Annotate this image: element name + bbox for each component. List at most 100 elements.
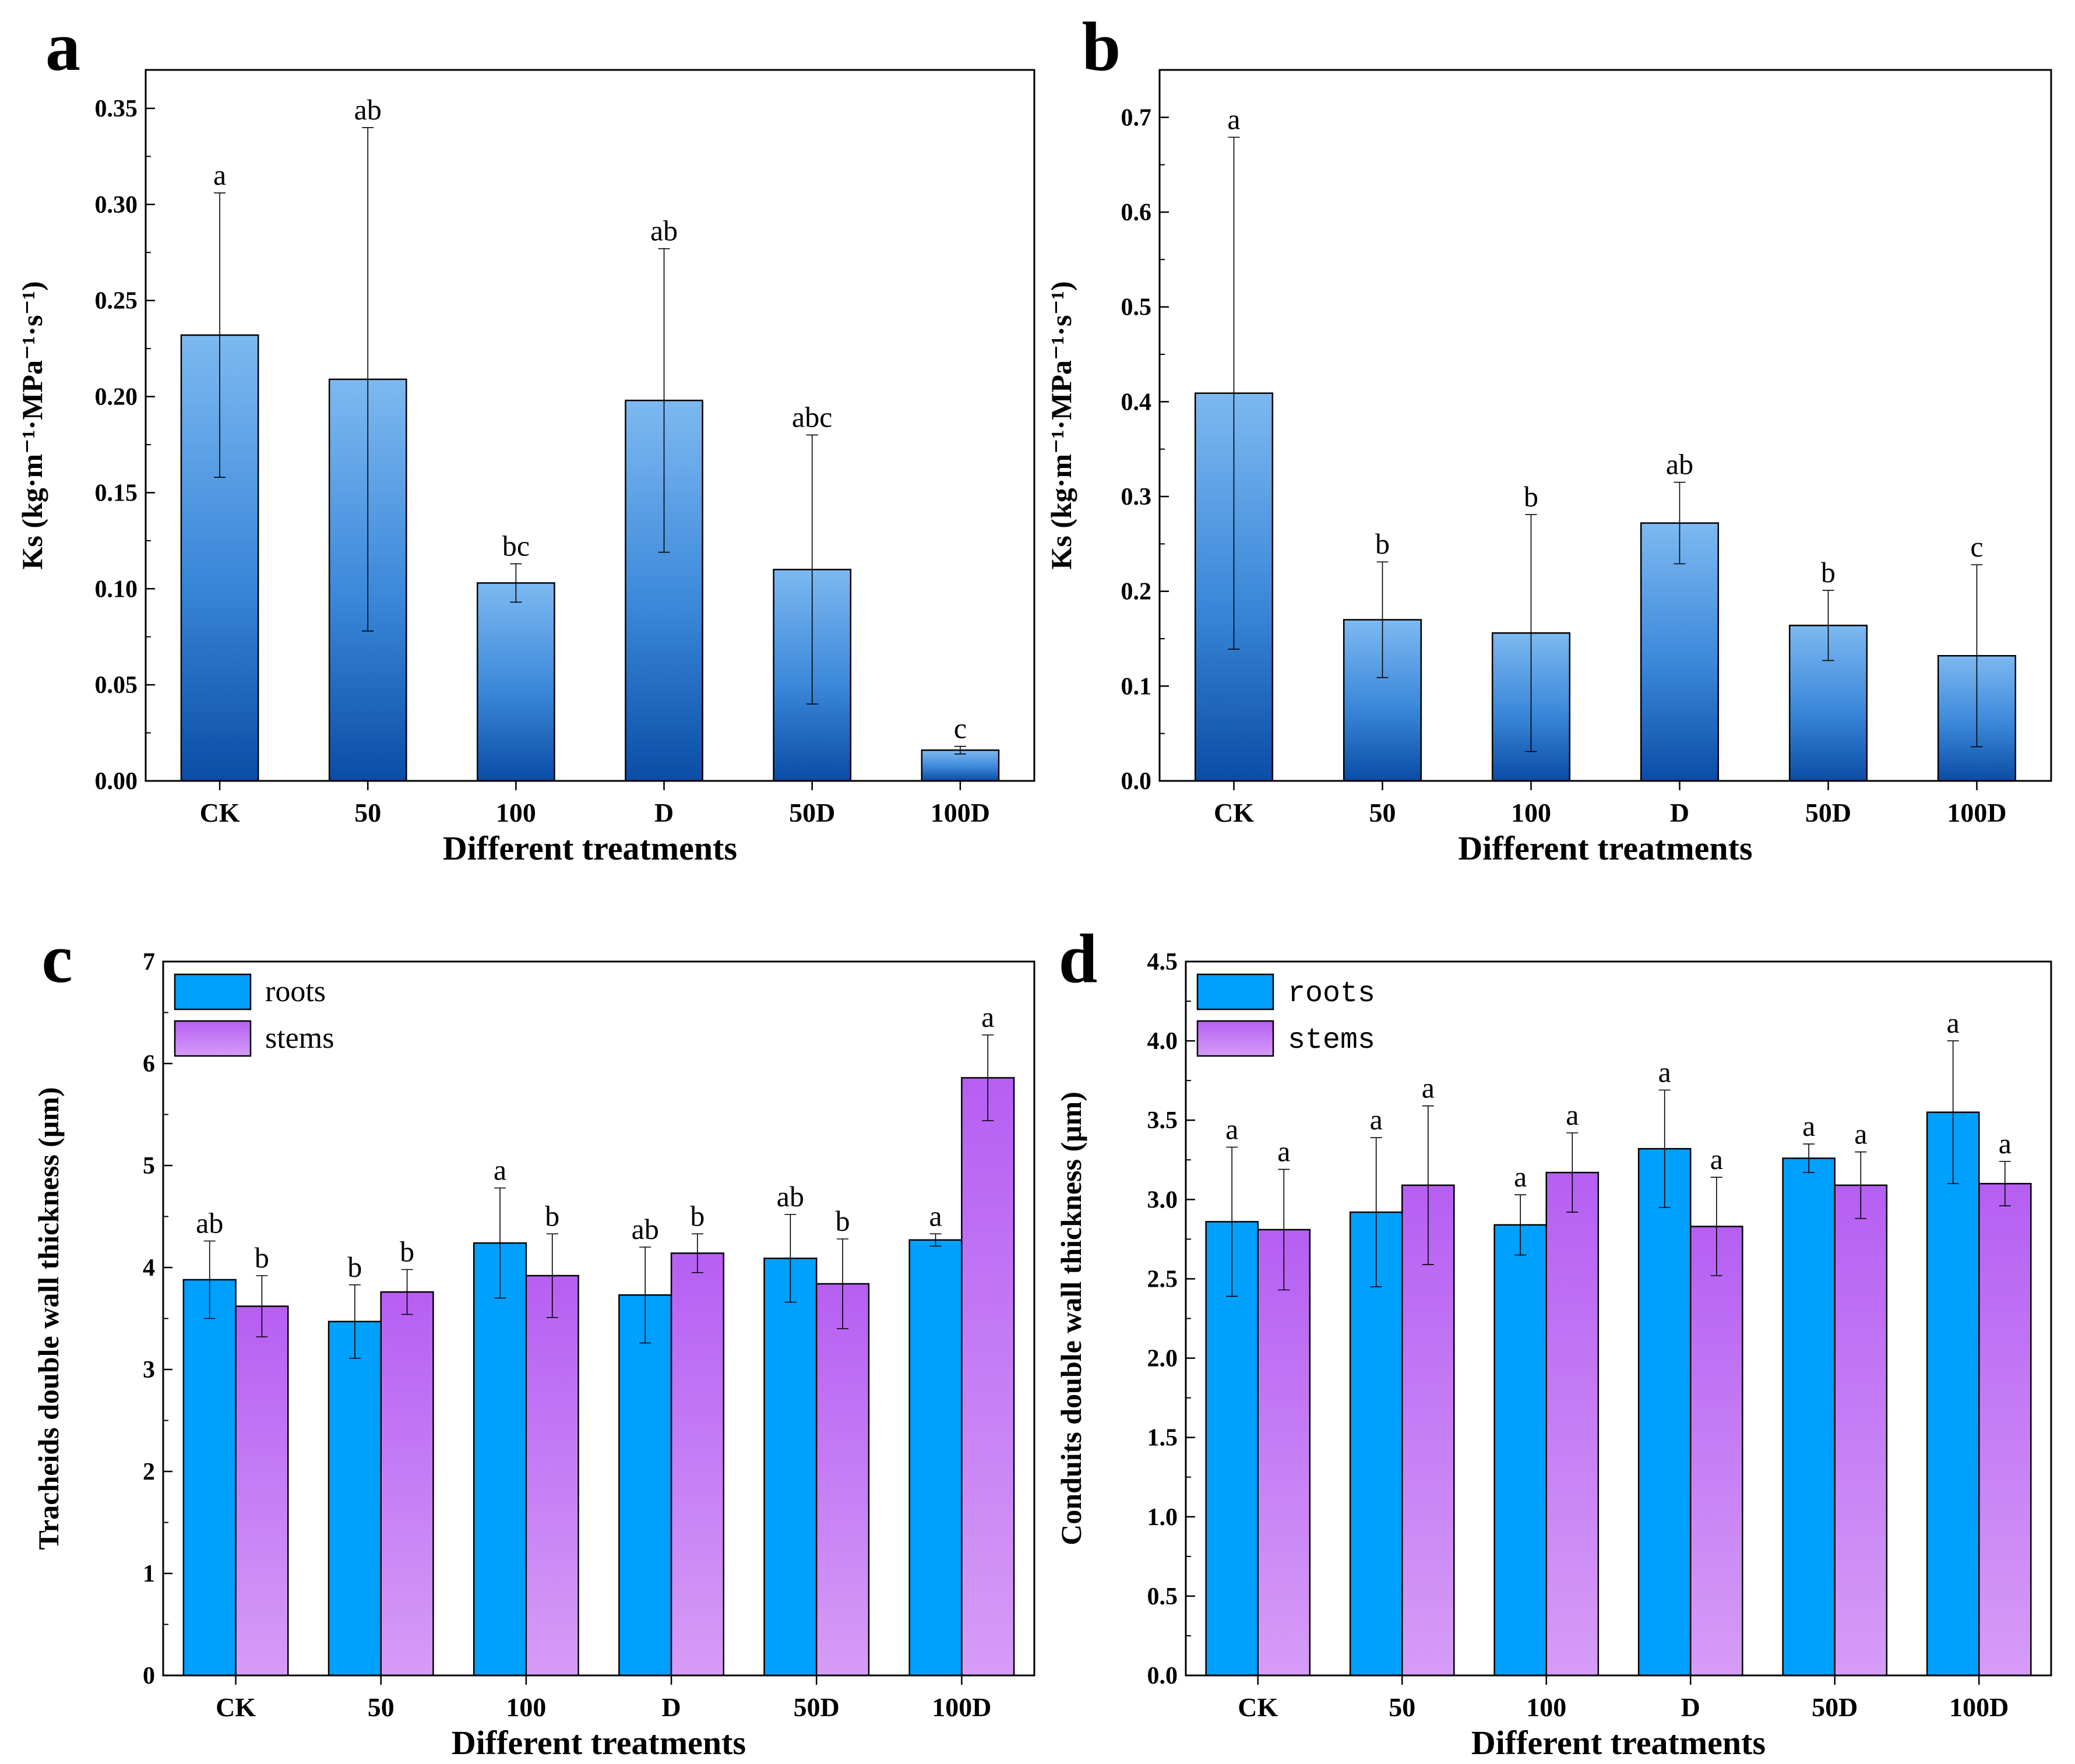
x-tick-label: 50D [794, 1692, 840, 1722]
significance-label: b [836, 1205, 850, 1237]
plot-frame [1158, 69, 2052, 782]
x-tick-label: 50 [1389, 1692, 1415, 1722]
bar [525, 1274, 579, 1677]
significance-label: ab [650, 214, 678, 247]
bar [1401, 1184, 1455, 1677]
x-tick-label: 100 [1526, 1692, 1566, 1722]
bar [235, 1305, 289, 1677]
bar [477, 582, 555, 782]
significance-label: a [1277, 1135, 1290, 1168]
panel-letter: d [1059, 920, 1098, 997]
panel-letter: c [41, 920, 72, 997]
legend-label-stems: stems [1288, 1024, 1375, 1057]
x-tick-label: 50 [354, 798, 381, 828]
y-tick-label: 2 [143, 1459, 155, 1485]
significance-label: b [347, 1251, 362, 1283]
significance-label: a [494, 1154, 506, 1186]
x-axis-title: Different treatments [1471, 1724, 1766, 1762]
bar [1545, 1171, 1600, 1677]
y-tick-label: 0.25 [95, 288, 138, 315]
significance-label: a [1514, 1160, 1527, 1193]
bar [908, 1239, 963, 1677]
x-tick-label: 50D [789, 798, 835, 828]
x-tick-label: 100D [1949, 1692, 2009, 1722]
significance-label: a [1854, 1118, 1867, 1150]
significance-label: a [1658, 1056, 1671, 1089]
bar [1637, 1147, 1692, 1677]
x-tick-label: 50 [1369, 798, 1396, 828]
y-tick-label: 3.0 [1147, 1186, 1178, 1213]
significance-label: a [1802, 1110, 1815, 1142]
y-tick-label: 0.7 [1121, 104, 1152, 131]
x-tick-label: CK [216, 1692, 256, 1722]
x-tick-label: 100 [1511, 798, 1551, 828]
bar [618, 1294, 672, 1677]
y-tick-label: 0.6 [1121, 199, 1152, 226]
y-tick-label: 4 [143, 1255, 155, 1281]
y-tick-label: 0.35 [95, 96, 138, 122]
bar [1926, 1111, 1980, 1677]
y-tick-label: 3 [143, 1357, 155, 1383]
y-tick-label: 0.20 [95, 384, 138, 411]
x-tick-label: 100 [506, 1692, 546, 1722]
x-axis-title: Different treatments [443, 829, 737, 867]
y-axis-title: Conduits double wall thickness (μm) [1055, 1092, 1087, 1545]
significance-label: bc [502, 529, 530, 562]
x-tick-label: 50D [1812, 1692, 1858, 1722]
y-axis-title: Ks (kg·m⁻¹·MPa⁻¹·s⁻¹) [16, 281, 48, 570]
significance-label: abc [792, 400, 832, 433]
significance-label: ab [632, 1213, 659, 1245]
significance-label: b [1375, 527, 1390, 560]
y-tick-label: 1.5 [1147, 1425, 1178, 1452]
bar [921, 749, 1000, 782]
significance-label: a [1947, 1006, 1960, 1039]
y-tick-label: 0.2 [1121, 579, 1152, 605]
significance-label: b [690, 1199, 704, 1232]
significance-label: b [400, 1235, 414, 1268]
bar [670, 1252, 725, 1677]
legend-swatch-roots [174, 973, 252, 1010]
legend-swatch-stems [174, 1020, 252, 1057]
significance-label: a [1710, 1143, 1723, 1175]
significance-label: a [1566, 1098, 1579, 1131]
x-tick-label: 50D [1805, 798, 1851, 828]
significance-label: ab [354, 93, 382, 126]
bar [180, 334, 259, 782]
significance-label: a [213, 159, 226, 191]
x-tick-label: 100D [932, 1692, 991, 1722]
y-tick-label: 4.0 [1147, 1028, 1178, 1055]
y-tick-label: 2.5 [1147, 1266, 1178, 1293]
significance-label: c [954, 712, 967, 745]
panel-b: b0.00.10.20.30.40.50.60.7CK 50 100 D 50D 100D… [1045, 8, 2052, 867]
significance-label: a [1225, 1113, 1238, 1146]
panel-letter: a [45, 8, 80, 85]
y-tick-label: 0.5 [1121, 294, 1152, 321]
y-tick-label: 0.4 [1121, 389, 1152, 416]
legend-swatch-stems [1196, 1020, 1274, 1057]
y-tick-label: 0.1 [1121, 673, 1152, 700]
x-tick-label: 100 [496, 798, 536, 828]
significance-label: b [1821, 556, 1836, 589]
significance-label: ab [1666, 448, 1693, 481]
x-tick-label: CK [1238, 1692, 1278, 1722]
y-tick-label: 5 [143, 1153, 155, 1179]
bar [816, 1283, 870, 1677]
bar [182, 1279, 237, 1677]
y-tick-label: 0.15 [95, 480, 138, 506]
y-tick-label: 1.0 [1147, 1504, 1178, 1531]
y-tick-label: 3.5 [1147, 1107, 1178, 1134]
panel-a: a 0.00 0.05 0.10 0.15 0.20 0.25 0.30 0.35 CK 50 100… [16, 8, 1035, 867]
y-tick-label: 2.0 [1147, 1346, 1178, 1372]
plot-frame [1185, 960, 2052, 1677]
bar [763, 1258, 818, 1677]
legend-label-roots: roots [1288, 977, 1375, 1010]
panel-d: d0.00.51.01.52.02.53.03.54.04.5CK 50 100 D 5… [1055, 920, 2052, 1762]
plot-frame [162, 960, 1035, 1677]
y-tick-label: 0.0 [1121, 768, 1152, 795]
bar [327, 1321, 382, 1677]
y-tick-label: 0.3 [1121, 484, 1152, 510]
bar [961, 1077, 1015, 1677]
y-tick-label: 1 [143, 1561, 155, 1587]
